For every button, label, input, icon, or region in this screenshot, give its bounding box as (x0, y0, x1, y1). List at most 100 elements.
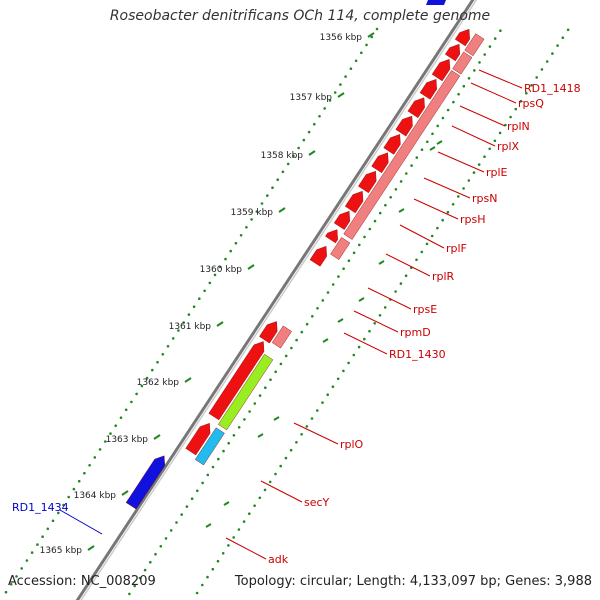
gene-leader-line (225, 537, 267, 560)
dotted-guide-far (237, 528, 241, 531)
minor-tick (358, 297, 365, 302)
dotted-guide-inner (135, 392, 138, 396)
dotted-guide-outer (342, 267, 345, 271)
gene-leader-line (423, 177, 471, 199)
dotted-guide-inner (354, 59, 358, 63)
dotted-guide-far (336, 377, 340, 381)
gene-label: rplO (340, 438, 364, 451)
gene-leader-line (293, 422, 339, 445)
dotted-guide-outer (488, 45, 492, 48)
dotted-guide-inner (140, 384, 144, 388)
dotted-guide-inner (171, 337, 175, 340)
dotted-guide-outer (154, 552, 157, 556)
gene-label: rplN (507, 120, 530, 133)
dotted-guide-inner (224, 257, 227, 261)
dotted-guide-inner (286, 162, 290, 166)
gene-arrow-red (431, 59, 451, 82)
backbone-shadow (80, 0, 478, 600)
dotted-guide-far (509, 115, 512, 119)
dotted-guide-outer (248, 410, 251, 413)
minor-tick (322, 338, 329, 343)
gene-arrow-adk (194, 427, 225, 466)
dotted-guide-outer (452, 100, 455, 104)
minor-tick (205, 523, 212, 528)
dotted-guide-inner (318, 115, 321, 118)
gene-leader-line (260, 480, 303, 503)
dotted-guide-far (242, 520, 246, 523)
gene-leader-line (413, 198, 459, 220)
dotted-guide-outer (457, 92, 460, 96)
gene-label: rpsH (460, 213, 486, 226)
dotted-guide-outer (143, 568, 147, 572)
dotted-guide-outer (311, 315, 314, 318)
dotted-guide-far (373, 322, 377, 325)
dotted-guide-far (394, 290, 397, 293)
dotted-guide-inner (177, 329, 180, 332)
dotted-guide-far (420, 250, 424, 254)
dotted-guide-outer (237, 426, 241, 429)
dotted-guide-far (462, 187, 465, 190)
dotted-guide-inner (156, 360, 159, 364)
gene-arrow-red (407, 97, 425, 118)
dotted-guide-inner (166, 345, 170, 348)
dotted-guide-far (268, 480, 272, 484)
gene-arrow-light (452, 51, 473, 75)
gene-arrow-red (325, 229, 338, 244)
dotted-guide-inner (313, 122, 316, 126)
gene-label: rplR (432, 270, 455, 283)
gene-label: rplF (446, 242, 467, 255)
kbp-tick (247, 264, 255, 270)
dotted-guide-far (263, 488, 267, 492)
dotted-guide-outer (352, 251, 356, 255)
dotted-guide-outer (436, 124, 440, 128)
topology-text: Topology: circular; Length: 4,133,097 bp… (234, 574, 592, 589)
dotted-guide-outer (149, 560, 152, 564)
dotted-guide-far (216, 559, 220, 563)
dotted-guide-far (232, 536, 235, 539)
dotted-guide-outer (180, 513, 183, 516)
dotted-guide-inner (292, 154, 295, 158)
dotted-guide-outer (227, 441, 230, 445)
kbp-label: 1364 kbp (74, 491, 117, 501)
gene-arrow-blue-top (426, 0, 446, 5)
gene-label: RD1_1434 (12, 501, 69, 514)
gene-arrow-red (309, 246, 327, 267)
dotted-guide-far (300, 433, 303, 436)
dotted-guide-inner (344, 75, 347, 78)
dotted-guide-far (446, 210, 450, 214)
dotted-guide-far (227, 544, 230, 547)
dotted-guide-far (451, 203, 455, 206)
gene-label: rpsE (413, 303, 437, 316)
dotted-guide-inner (25, 559, 29, 562)
dotted-guide-outer (347, 259, 351, 263)
dotted-guide-inner (213, 273, 217, 277)
kbp-tick (337, 92, 345, 98)
gene-arrow-red (358, 170, 377, 194)
gene-label: rplX (497, 140, 520, 153)
dotted-guide-outer (405, 172, 408, 175)
dotted-guide-inner (276, 178, 280, 181)
dotted-guide-inner (77, 479, 81, 483)
dotted-guide-far (545, 60, 549, 63)
dotted-guide-inner (182, 321, 185, 324)
gene-arrow-light (271, 325, 292, 349)
dotted-guide-outer (394, 188, 398, 191)
dotted-guide-inner (333, 91, 337, 94)
gene-leader-line (437, 151, 485, 173)
dotted-guide-outer (420, 148, 424, 151)
dotted-guide-far (540, 68, 544, 71)
dotted-guide-far (284, 456, 288, 460)
dotted-guide-far (404, 274, 408, 278)
dotted-guide-inner (67, 495, 70, 499)
dotted-guide-outer (253, 402, 257, 405)
dotted-guide-far (316, 409, 319, 412)
dotted-guide-inner (124, 408, 128, 412)
gene-label: rpsQ (518, 97, 544, 110)
gene-label: adk (268, 553, 289, 566)
gene-arrow-red (259, 321, 278, 344)
dotted-guide-inner (208, 281, 212, 285)
minor-tick (337, 318, 344, 323)
kbp-tick (367, 32, 375, 38)
gene-arrow-red (454, 28, 470, 47)
